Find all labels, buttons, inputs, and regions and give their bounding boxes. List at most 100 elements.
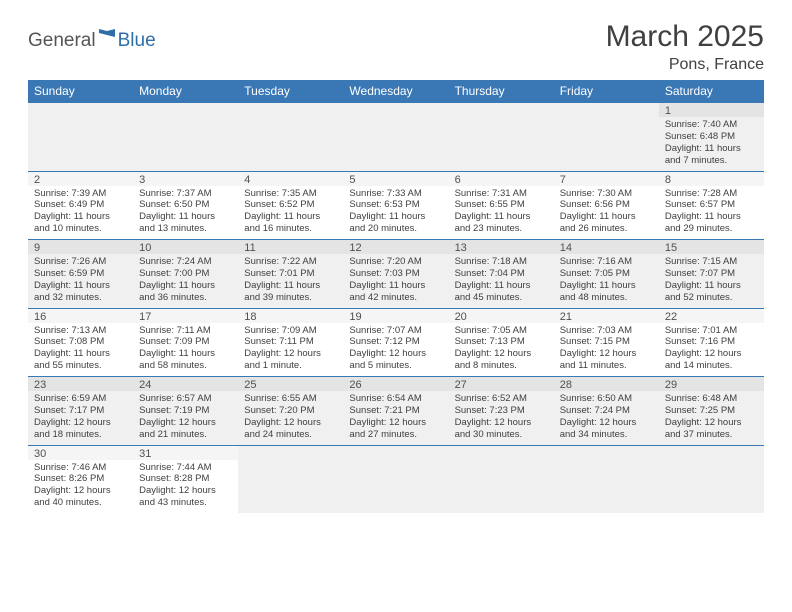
calendar-day-cell: 11Sunrise: 7:22 AMSunset: 7:01 PMDayligh…	[238, 240, 343, 309]
day-number: 5	[343, 172, 448, 186]
weekday-header: Wednesday	[343, 80, 448, 103]
calendar-table: SundayMondayTuesdayWednesdayThursdayFrid…	[28, 80, 764, 513]
day-number: 2	[28, 172, 133, 186]
day-details: Sunrise: 7:15 AMSunset: 7:07 PMDaylight:…	[659, 254, 764, 308]
day-details: Sunrise: 7:24 AMSunset: 7:00 PMDaylight:…	[133, 254, 238, 308]
location: Pons, France	[606, 56, 764, 74]
day-number: 25	[238, 377, 343, 391]
day-number: 9	[28, 240, 133, 254]
weekday-header: Thursday	[449, 80, 554, 103]
day-number: 23	[28, 377, 133, 391]
weekday-header: Monday	[133, 80, 238, 103]
day-number: 17	[133, 309, 238, 323]
day-details: Sunrise: 7:40 AMSunset: 6:48 PMDaylight:…	[659, 117, 764, 171]
brand-general: General	[28, 30, 96, 52]
day-number: 3	[133, 172, 238, 186]
calendar-day-cell: 9Sunrise: 7:26 AMSunset: 6:59 PMDaylight…	[28, 240, 133, 309]
calendar-day-cell: 16Sunrise: 7:13 AMSunset: 7:08 PMDayligh…	[28, 308, 133, 377]
day-details: Sunrise: 7:09 AMSunset: 7:11 PMDaylight:…	[238, 323, 343, 377]
day-number: 12	[343, 240, 448, 254]
day-number: 19	[343, 309, 448, 323]
header: General Blue March 2025 Pons, France	[28, 20, 764, 74]
calendar-day-cell: 18Sunrise: 7:09 AMSunset: 7:11 PMDayligh…	[238, 308, 343, 377]
title-block: March 2025 Pons, France	[606, 20, 764, 74]
day-number: 24	[133, 377, 238, 391]
calendar-day-cell: ..	[554, 445, 659, 513]
day-details: Sunrise: 7:22 AMSunset: 7:01 PMDaylight:…	[238, 254, 343, 308]
weekday-header: Friday	[554, 80, 659, 103]
day-details: Sunrise: 7:44 AMSunset: 8:28 PMDaylight:…	[133, 460, 238, 514]
calendar-day-cell: ..	[449, 445, 554, 513]
calendar-day-cell: 13Sunrise: 7:18 AMSunset: 7:04 PMDayligh…	[449, 240, 554, 309]
calendar-day-cell: 4Sunrise: 7:35 AMSunset: 6:52 PMDaylight…	[238, 171, 343, 240]
calendar-day-cell: 20Sunrise: 7:05 AMSunset: 7:13 PMDayligh…	[449, 308, 554, 377]
calendar-day-cell: ..	[238, 445, 343, 513]
brand-blue: Blue	[118, 30, 156, 52]
day-details: Sunrise: 6:54 AMSunset: 7:21 PMDaylight:…	[343, 391, 448, 445]
day-details: Sunrise: 7:01 AMSunset: 7:16 PMDaylight:…	[659, 323, 764, 377]
calendar-day-cell: 10Sunrise: 7:24 AMSunset: 7:00 PMDayligh…	[133, 240, 238, 309]
weekday-header-row: SundayMondayTuesdayWednesdayThursdayFrid…	[28, 80, 764, 103]
calendar-day-cell: ..	[554, 103, 659, 172]
calendar-week-row: 16Sunrise: 7:13 AMSunset: 7:08 PMDayligh…	[28, 308, 764, 377]
calendar-day-cell: ..	[343, 445, 448, 513]
calendar-day-cell: 12Sunrise: 7:20 AMSunset: 7:03 PMDayligh…	[343, 240, 448, 309]
day-number: 16	[28, 309, 133, 323]
calendar-day-cell: 23Sunrise: 6:59 AMSunset: 7:17 PMDayligh…	[28, 377, 133, 446]
calendar-day-cell: ..	[133, 103, 238, 172]
day-details: Sunrise: 7:16 AMSunset: 7:05 PMDaylight:…	[554, 254, 659, 308]
day-details: Sunrise: 6:50 AMSunset: 7:24 PMDaylight:…	[554, 391, 659, 445]
calendar-day-cell: 26Sunrise: 6:54 AMSunset: 7:21 PMDayligh…	[343, 377, 448, 446]
calendar-day-cell: 24Sunrise: 6:57 AMSunset: 7:19 PMDayligh…	[133, 377, 238, 446]
calendar-day-cell: ..	[659, 445, 764, 513]
day-details: Sunrise: 7:28 AMSunset: 6:57 PMDaylight:…	[659, 186, 764, 240]
calendar-day-cell: 3Sunrise: 7:37 AMSunset: 6:50 PMDaylight…	[133, 171, 238, 240]
calendar-day-cell: 27Sunrise: 6:52 AMSunset: 7:23 PMDayligh…	[449, 377, 554, 446]
day-number: 31	[133, 446, 238, 460]
day-number: 1	[659, 103, 764, 117]
calendar-day-cell: 1Sunrise: 7:40 AMSunset: 6:48 PMDaylight…	[659, 103, 764, 172]
day-details: Sunrise: 6:55 AMSunset: 7:20 PMDaylight:…	[238, 391, 343, 445]
calendar-day-cell: 17Sunrise: 7:11 AMSunset: 7:09 PMDayligh…	[133, 308, 238, 377]
calendar-day-cell: 14Sunrise: 7:16 AMSunset: 7:05 PMDayligh…	[554, 240, 659, 309]
calendar-day-cell: 28Sunrise: 6:50 AMSunset: 7:24 PMDayligh…	[554, 377, 659, 446]
calendar-day-cell: 21Sunrise: 7:03 AMSunset: 7:15 PMDayligh…	[554, 308, 659, 377]
calendar-week-row: 30Sunrise: 7:46 AMSunset: 8:26 PMDayligh…	[28, 445, 764, 513]
day-details: Sunrise: 6:52 AMSunset: 7:23 PMDaylight:…	[449, 391, 554, 445]
calendar-day-cell: 6Sunrise: 7:31 AMSunset: 6:55 PMDaylight…	[449, 171, 554, 240]
calendar-day-cell: 19Sunrise: 7:07 AMSunset: 7:12 PMDayligh…	[343, 308, 448, 377]
day-details: Sunrise: 7:18 AMSunset: 7:04 PMDaylight:…	[449, 254, 554, 308]
month-title: March 2025	[606, 20, 764, 54]
day-number: 13	[449, 240, 554, 254]
calendar-day-cell: 31Sunrise: 7:44 AMSunset: 8:28 PMDayligh…	[133, 445, 238, 513]
day-number: 29	[659, 377, 764, 391]
calendar-day-cell: 7Sunrise: 7:30 AMSunset: 6:56 PMDaylight…	[554, 171, 659, 240]
day-number: 6	[449, 172, 554, 186]
day-number: 21	[554, 309, 659, 323]
day-number: 14	[554, 240, 659, 254]
calendar-day-cell: 22Sunrise: 7:01 AMSunset: 7:16 PMDayligh…	[659, 308, 764, 377]
calendar-day-cell: 25Sunrise: 6:55 AMSunset: 7:20 PMDayligh…	[238, 377, 343, 446]
day-details: Sunrise: 7:13 AMSunset: 7:08 PMDaylight:…	[28, 323, 133, 377]
day-details: Sunrise: 7:33 AMSunset: 6:53 PMDaylight:…	[343, 186, 448, 240]
calendar-day-cell: 2Sunrise: 7:39 AMSunset: 6:49 PMDaylight…	[28, 171, 133, 240]
day-number: 20	[449, 309, 554, 323]
calendar-day-cell: 29Sunrise: 6:48 AMSunset: 7:25 PMDayligh…	[659, 377, 764, 446]
calendar-day-cell: 5Sunrise: 7:33 AMSunset: 6:53 PMDaylight…	[343, 171, 448, 240]
day-number: 15	[659, 240, 764, 254]
calendar-day-cell: ..	[28, 103, 133, 172]
weekday-header: Sunday	[28, 80, 133, 103]
day-number: 10	[133, 240, 238, 254]
day-details: Sunrise: 7:46 AMSunset: 8:26 PMDaylight:…	[28, 460, 133, 514]
flag-icon	[98, 28, 116, 42]
calendar-week-row: 2Sunrise: 7:39 AMSunset: 6:49 PMDaylight…	[28, 171, 764, 240]
day-details: Sunrise: 7:05 AMSunset: 7:13 PMDaylight:…	[449, 323, 554, 377]
day-number: 18	[238, 309, 343, 323]
day-details: Sunrise: 6:57 AMSunset: 7:19 PMDaylight:…	[133, 391, 238, 445]
calendar-day-cell: ..	[343, 103, 448, 172]
brand-logo: General Blue	[28, 20, 156, 52]
day-details: Sunrise: 6:48 AMSunset: 7:25 PMDaylight:…	[659, 391, 764, 445]
day-details: Sunrise: 6:59 AMSunset: 7:17 PMDaylight:…	[28, 391, 133, 445]
day-number: 27	[449, 377, 554, 391]
weekday-header: Saturday	[659, 80, 764, 103]
